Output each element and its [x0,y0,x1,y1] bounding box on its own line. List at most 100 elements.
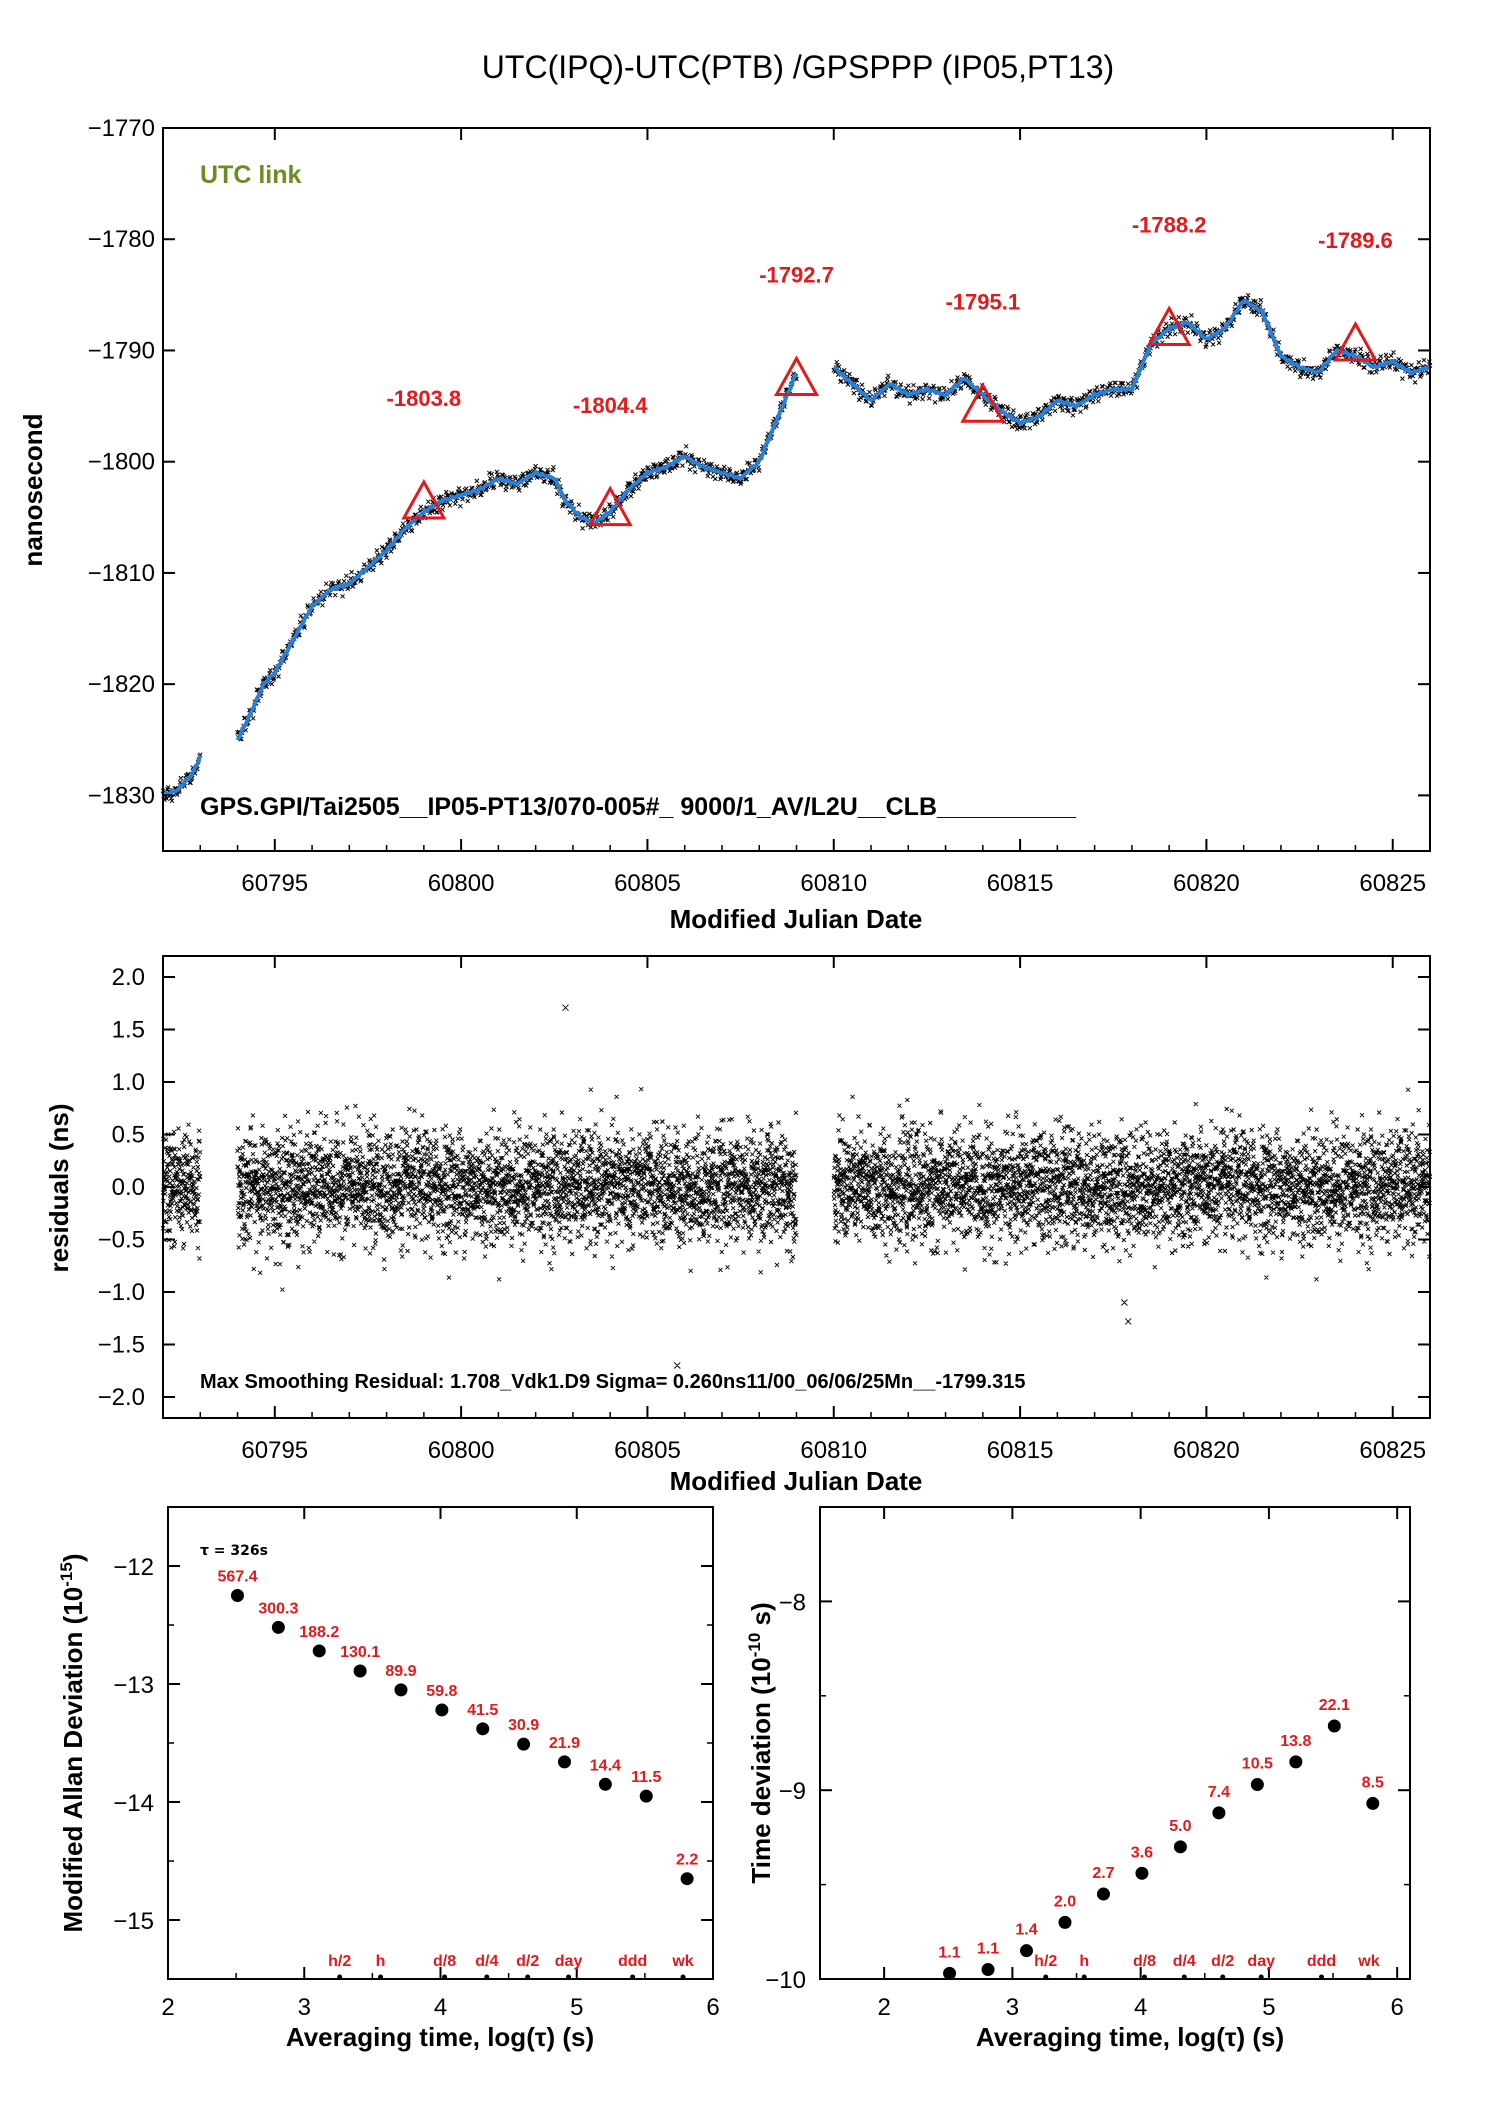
time-mark-dot [378,1974,384,1980]
x-axis-label: Modified Julian Date [670,904,923,934]
marker-label: -1795.1 [946,289,1021,314]
data-point-label: 3.6 [1131,1844,1153,1861]
figure-title: UTC(IPQ)-UTC(PTB) /GPSPPP (IP05,PT13) [482,49,1114,85]
data-point-label: 1.4 [1015,1922,1037,1939]
raw-data-layer [160,292,1433,804]
y-axis-label: Time deviation (10-10 s) [745,1602,776,1883]
time-mark-label: wk [1357,1953,1379,1970]
time-mark-dot [484,1974,490,1980]
x-tick-label: 3 [298,1994,311,2021]
data-point [271,1620,285,1634]
data-point [517,1737,531,1751]
plot-frame [162,127,1431,852]
time-mark-label: wk [671,1953,693,1970]
data-point-label: 188.2 [299,1624,339,1641]
y-tick-label: −15 [113,1908,154,1935]
plot-frame [819,1506,1411,1980]
legend-text: UTC link [200,161,301,189]
y-ticks: −15 −14 −13 −12 [113,1506,713,1980]
data-point [981,1963,995,1977]
marker-triangle [587,485,633,527]
y-tick-label: −10 [765,1967,806,1994]
y-ticks: −10 −9 −8 [765,1506,1410,1994]
x-tick-label: 5 [1262,1994,1275,2021]
time-mark-label: ddd [618,1953,647,1970]
info-text: GPS.GPI/Tai2505__IP05-PT13/070-005#_ 900… [200,793,1077,821]
x-tick-label: 60805 [614,870,681,897]
marker-label: -1789.6 [1318,228,1393,253]
y-ticks: −1830 −1820 −1810 −1800 −1790 −1780 −1770 [88,115,1430,809]
x-tick-label: 4 [434,1994,447,2021]
time-mark-dot [1081,1974,1087,1980]
time-mark-label: h [376,1953,386,1970]
x-tick-label: 3 [1006,1994,1019,2021]
data-point-label: 30.9 [508,1717,539,1734]
smoothed-series-layer [161,299,1432,797]
time-mark-dot [1366,1974,1372,1980]
y-tick-label: −0.5 [98,1227,145,1254]
time-mark-dot [1220,1974,1226,1980]
y-axis-label-exponent: -15 [57,1562,76,1587]
data-point [394,1683,408,1697]
time-mark-label: ddd [1307,1953,1336,1970]
data-point-label: 2.2 [676,1852,698,1869]
smoothed-series-line-1 [161,754,203,797]
marker-triangle [960,382,1006,423]
y-axis-label: Modified Allan Deviation (10-15) [57,1554,88,1933]
data-point [1135,1866,1149,1880]
x-tick-label: 60805 [614,1437,681,1464]
data-point [353,1664,367,1678]
x-tick-label: 5 [570,1994,583,2021]
marker-label: -1803.8 [387,386,462,411]
data-point-label: 1.1 [977,1941,999,1958]
y-axis-label: nanosecond [18,413,48,566]
x-tick-label: 60800 [428,1437,495,1464]
y-tick-label: −1790 [88,337,155,364]
marker-layer: -1803.8 -1804.4 -1792.7 -1795.1 -1788.2 -1789… [387,213,1393,527]
time-mark-dot [680,1974,686,1980]
time-marks-layer: h/2 h d/8 d/4 d/2 day ddd wk [1034,1953,1380,1980]
y-tick-label: 2.0 [112,964,145,991]
data-point-label: 14.4 [590,1757,621,1774]
marker-label: -1804.4 [573,393,648,418]
marker-label: -1792.7 [759,263,834,288]
data-point [680,1872,694,1886]
time-mark-label: d/2 [516,1953,539,1970]
y-tick-label: 1.0 [112,1069,145,1096]
marker-triangle [1146,305,1192,346]
y-tick-label: −14 [113,1790,154,1817]
data-point [943,1966,957,1980]
x-tick-label: 60815 [987,870,1054,897]
time-mark-label: d/2 [1211,1953,1234,1970]
time-mark-dot [1181,1974,1187,1980]
time-mark-dot [525,1974,531,1980]
raw-data-points [160,292,1433,804]
marker-triangle [1332,320,1379,362]
data-point-label: 1.1 [938,1944,960,1961]
time-mark-label: day [555,1953,583,1970]
data-point-label: 21.9 [549,1735,580,1752]
data-point-label: 130.1 [340,1644,380,1661]
data-point-label: 11.5 [631,1769,661,1786]
time-mark-dot [566,1974,572,1980]
x-tick-label: 60795 [241,1437,308,1464]
data-point-label: 2.0 [1054,1893,1076,1910]
x-tick-label: 6 [706,1994,719,2021]
data-point [1096,1887,1110,1901]
points-layer: 1.1 1.1 1.4 2.0 2.7 3.6 5.0 7.4 10.5 13.8 22.1 8.5 [938,1697,1384,1980]
x-tick-label: 60810 [800,870,867,897]
data-point [435,1703,449,1717]
y-axis-label-text: Modified Allan Deviation (10 [58,1587,88,1933]
x-axis-label: Modified Julian Date [670,1466,923,1496]
y-axis-label: residuals (ns) [44,1103,74,1272]
time-mark-label: h/2 [1034,1953,1057,1970]
y-axis-label-text: Time deviation (10 [746,1657,776,1883]
time-mark-dot [442,1974,448,1980]
time-mark-label: d/4 [475,1953,498,1970]
x-axis-label: Averaging time, log(τ) (s) [976,2022,1284,2052]
x-axis-label: Averaging time, log(τ) (s) [286,2022,594,2052]
x-ticks: 2 3 4 5 6 [161,1507,720,2021]
data-point [557,1755,571,1769]
time-mark-label: d/8 [433,1953,456,1970]
